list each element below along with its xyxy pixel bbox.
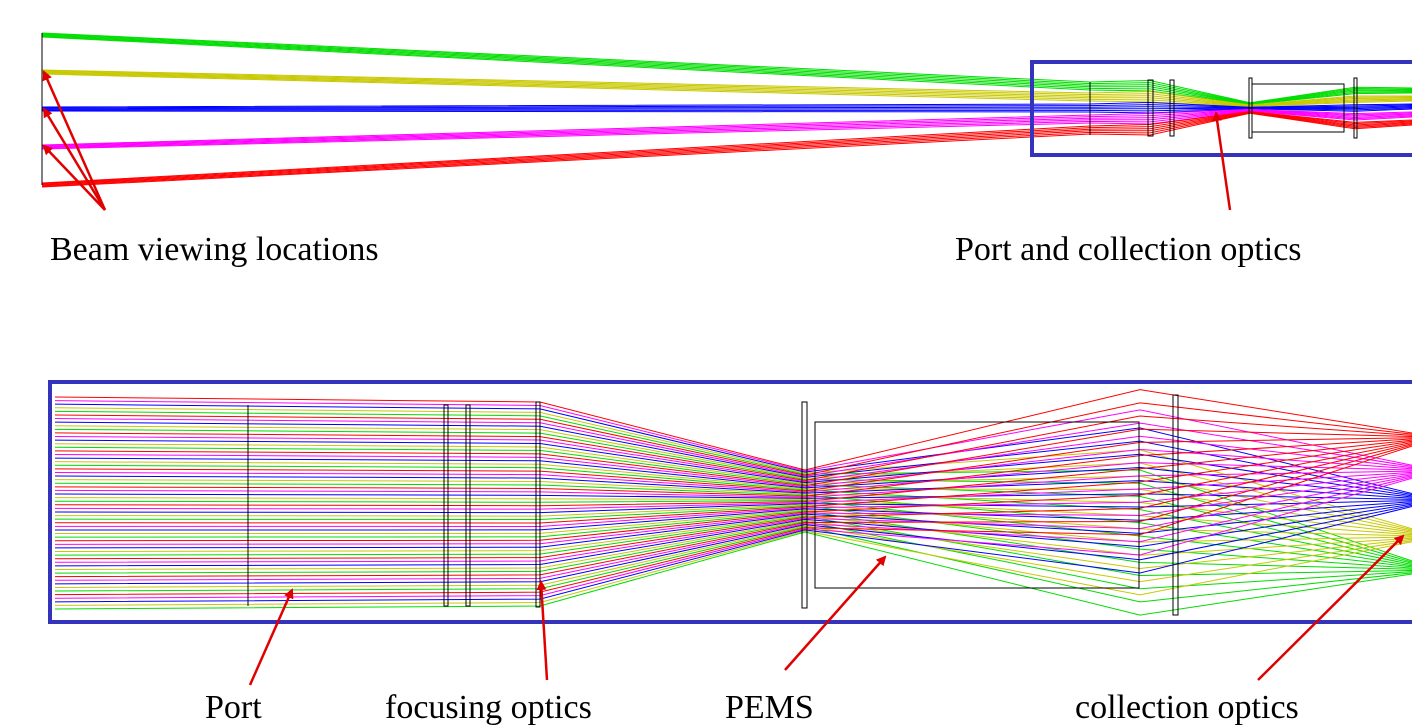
label: Beam viewing locations [50, 231, 379, 268]
label: Port and collection optics [955, 231, 1302, 268]
top-rays [42, 33, 1412, 187]
diagram: Beam viewing locations Port and collecti… [0, 0, 1412, 728]
label: PEMS [725, 689, 814, 726]
bottom-rays [55, 390, 1412, 615]
ray [42, 113, 1412, 186]
label: focusing optics [385, 689, 592, 726]
label: Port [205, 689, 262, 726]
label: collection optics [1075, 689, 1299, 726]
